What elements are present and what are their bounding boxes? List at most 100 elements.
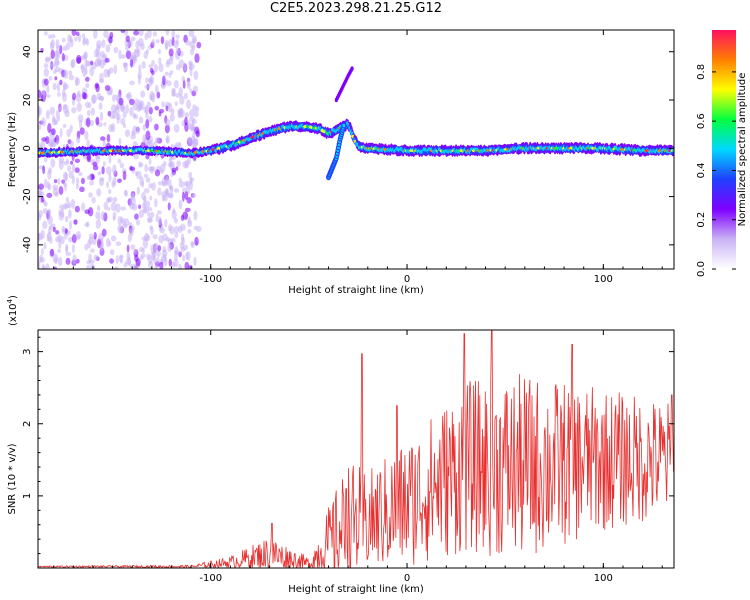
spectrogram-cell [40,196,45,203]
spectrogram-cell [103,201,108,211]
spectrogram-cell [48,167,53,174]
spectrogram-cell [182,160,188,169]
spectrogram-cell [161,191,167,198]
spectrogram-cell [112,164,117,175]
spectrogram-cell [106,133,111,143]
spectrogram-cell [95,153,101,164]
spectrogram-cell [151,182,156,191]
spectrogram-cell [129,55,136,60]
spectrogram-cell [148,106,153,115]
spectrogram-cell [188,264,193,269]
spectrogram-cell [68,74,75,81]
spectrogram-cell [148,158,152,166]
spectrogram-cell [64,172,68,182]
spectrogram-cell [44,57,50,63]
spectrogram-cell [136,186,140,195]
spectrogram-cell [85,82,90,89]
spectrogram-cell [141,61,146,69]
spectrogram-cell [39,254,44,263]
spectrogram-cell [112,176,117,186]
spectrogram-cell [84,130,89,141]
spectrogram-cell [59,128,63,138]
spectrogram-cell [158,216,162,226]
spectrogram-cell [168,56,174,65]
spectrogram-cell [120,30,126,34]
spectrogram-cell [188,30,195,37]
spectrogram-cell [52,114,56,122]
spectrogram-cell [171,167,177,173]
spectrogram-cell [43,156,48,163]
y-tick-label: 1 [22,493,33,499]
spectrogram-cell [187,216,191,225]
spectrogram-cell [95,211,99,220]
spectrogram-cell [171,88,176,93]
spectrogram-cell [77,114,84,123]
spectrogram-cell [154,123,159,131]
spectrogram-cell [129,227,134,237]
spectrogram-cell [43,242,47,250]
spectrogram-cell [143,173,149,178]
spectrogram-cell [57,234,62,242]
spectrogram-cell [149,211,155,219]
spectrogram-cell [182,80,186,89]
x-tick-label: -100 [199,274,222,285]
spectrogram-cell [104,85,111,91]
spectrogram-cell [78,172,83,177]
spectrogram-cell [156,91,161,99]
spectrogram-cell [120,104,126,113]
spectrogram-cell [62,104,67,111]
spectrogram-cell [112,196,118,203]
spectrogram-cell [47,208,52,216]
spectrogram-cell [155,257,160,264]
spectrogram-cell [43,68,50,77]
spectrogram-cell [59,204,65,211]
spectrogram-cell [95,116,100,126]
spectrogram-cell [134,49,139,58]
spectrogram-cell [50,158,56,168]
spectrogram-cell [55,45,60,51]
spectrogram-cell [99,72,104,83]
spectrogram-cell [184,261,190,269]
spectrogram-cell [38,183,45,190]
spectrogram-cell [164,71,169,76]
spectrogram-cell [173,40,179,49]
spectrogram-cell [165,135,170,144]
spectrogram-cell [173,79,179,89]
spectrogram-cell [76,102,82,112]
spectrogram-cell [87,175,92,180]
spectrogram-cell [118,97,124,106]
spectrogram-cell [185,40,191,46]
spectrogram-cell [91,196,96,204]
spectrogram-cell [107,110,112,117]
spectrogram-cell [46,84,50,94]
spectrogram-cell [43,63,49,69]
spectrogram-cell [115,255,119,264]
spectrogram-cell [144,84,150,90]
spectrogram-cell [183,92,188,100]
spectrogram-cell [101,39,106,49]
spectrogram-cell [58,156,65,164]
spectrogram-cell [81,92,87,100]
spectrogram-cell [154,198,158,208]
spectrogram-cell [133,30,139,36]
spectrogram-cell [167,102,173,113]
spectrogram-cell [178,263,182,269]
spectrogram-cell [45,109,50,120]
spectrogram-cell [54,76,58,81]
spectrogram-cell [91,94,97,104]
spectrogram-cell [145,200,151,208]
spectrogram-cell [148,115,153,123]
spectrogram-cell [148,207,153,212]
spectrogram-cell [196,225,202,232]
spectrogram-cell [46,93,51,98]
spectrogram-cell [168,48,174,57]
spectrogram-cell [86,139,91,147]
spectrogram-cell [68,70,73,76]
spectrogram-cell [75,136,81,144]
spectrogram-cell [81,33,86,39]
spectrogram-cell [192,85,199,93]
spectrogram-cell [41,137,47,142]
spectrogram-cell [79,127,85,135]
spectrogram-cell [65,243,69,254]
spectrogram-cell [152,31,158,37]
